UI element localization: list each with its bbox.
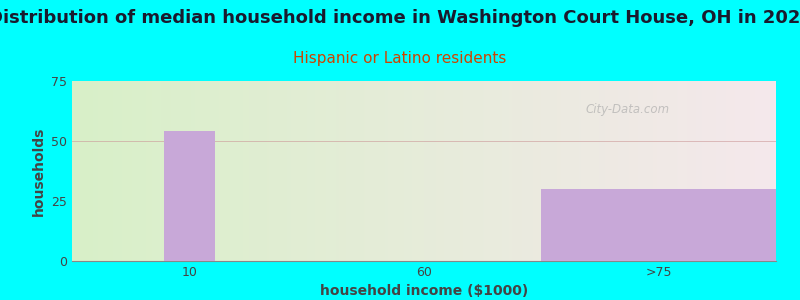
Y-axis label: households: households (31, 126, 46, 216)
Text: City-Data.com: City-Data.com (586, 103, 670, 116)
Bar (163, 131, 215, 261)
Bar (542, 189, 776, 261)
Text: Distribution of median household income in Washington Court House, OH in 2022: Distribution of median household income … (0, 9, 800, 27)
X-axis label: household income ($1000): household income ($1000) (320, 284, 528, 298)
Text: Hispanic or Latino residents: Hispanic or Latino residents (294, 51, 506, 66)
